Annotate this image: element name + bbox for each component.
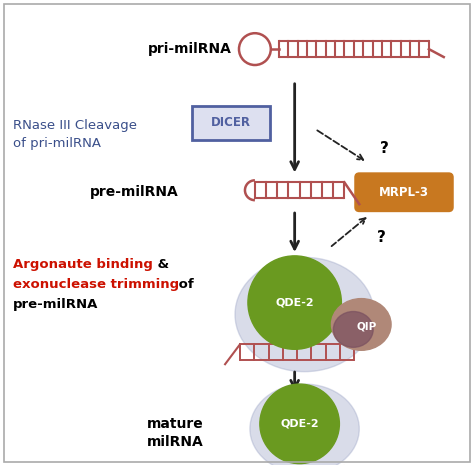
Text: QDE-2: QDE-2	[275, 298, 314, 308]
Text: exonuclease trimming: exonuclease trimming	[13, 278, 180, 291]
Text: of pri-milRNA: of pri-milRNA	[13, 137, 101, 150]
Text: Argonaute binding: Argonaute binding	[13, 258, 153, 271]
Text: QIP: QIP	[356, 322, 376, 331]
Ellipse shape	[331, 299, 391, 350]
Text: MRPL-3: MRPL-3	[379, 186, 429, 199]
Text: pre-milRNA: pre-milRNA	[13, 298, 99, 311]
Text: pre-milRNA: pre-milRNA	[90, 185, 178, 199]
Text: &: &	[153, 258, 169, 271]
Ellipse shape	[235, 257, 374, 372]
Text: RNase III Cleavage: RNase III Cleavage	[13, 119, 137, 132]
Text: QDE-2: QDE-2	[280, 419, 319, 429]
FancyBboxPatch shape	[356, 173, 453, 211]
Text: mature: mature	[147, 417, 204, 431]
Circle shape	[260, 384, 339, 464]
Text: DICER: DICER	[211, 116, 251, 129]
Text: pri-milRNA: pri-milRNA	[148, 42, 232, 56]
Text: of: of	[174, 278, 194, 291]
Text: ?: ?	[377, 231, 385, 246]
Text: ?: ?	[380, 141, 389, 156]
Ellipse shape	[333, 312, 373, 347]
Circle shape	[248, 256, 341, 350]
Text: milRNA: milRNA	[147, 435, 204, 449]
Ellipse shape	[250, 384, 359, 466]
FancyBboxPatch shape	[192, 106, 270, 139]
